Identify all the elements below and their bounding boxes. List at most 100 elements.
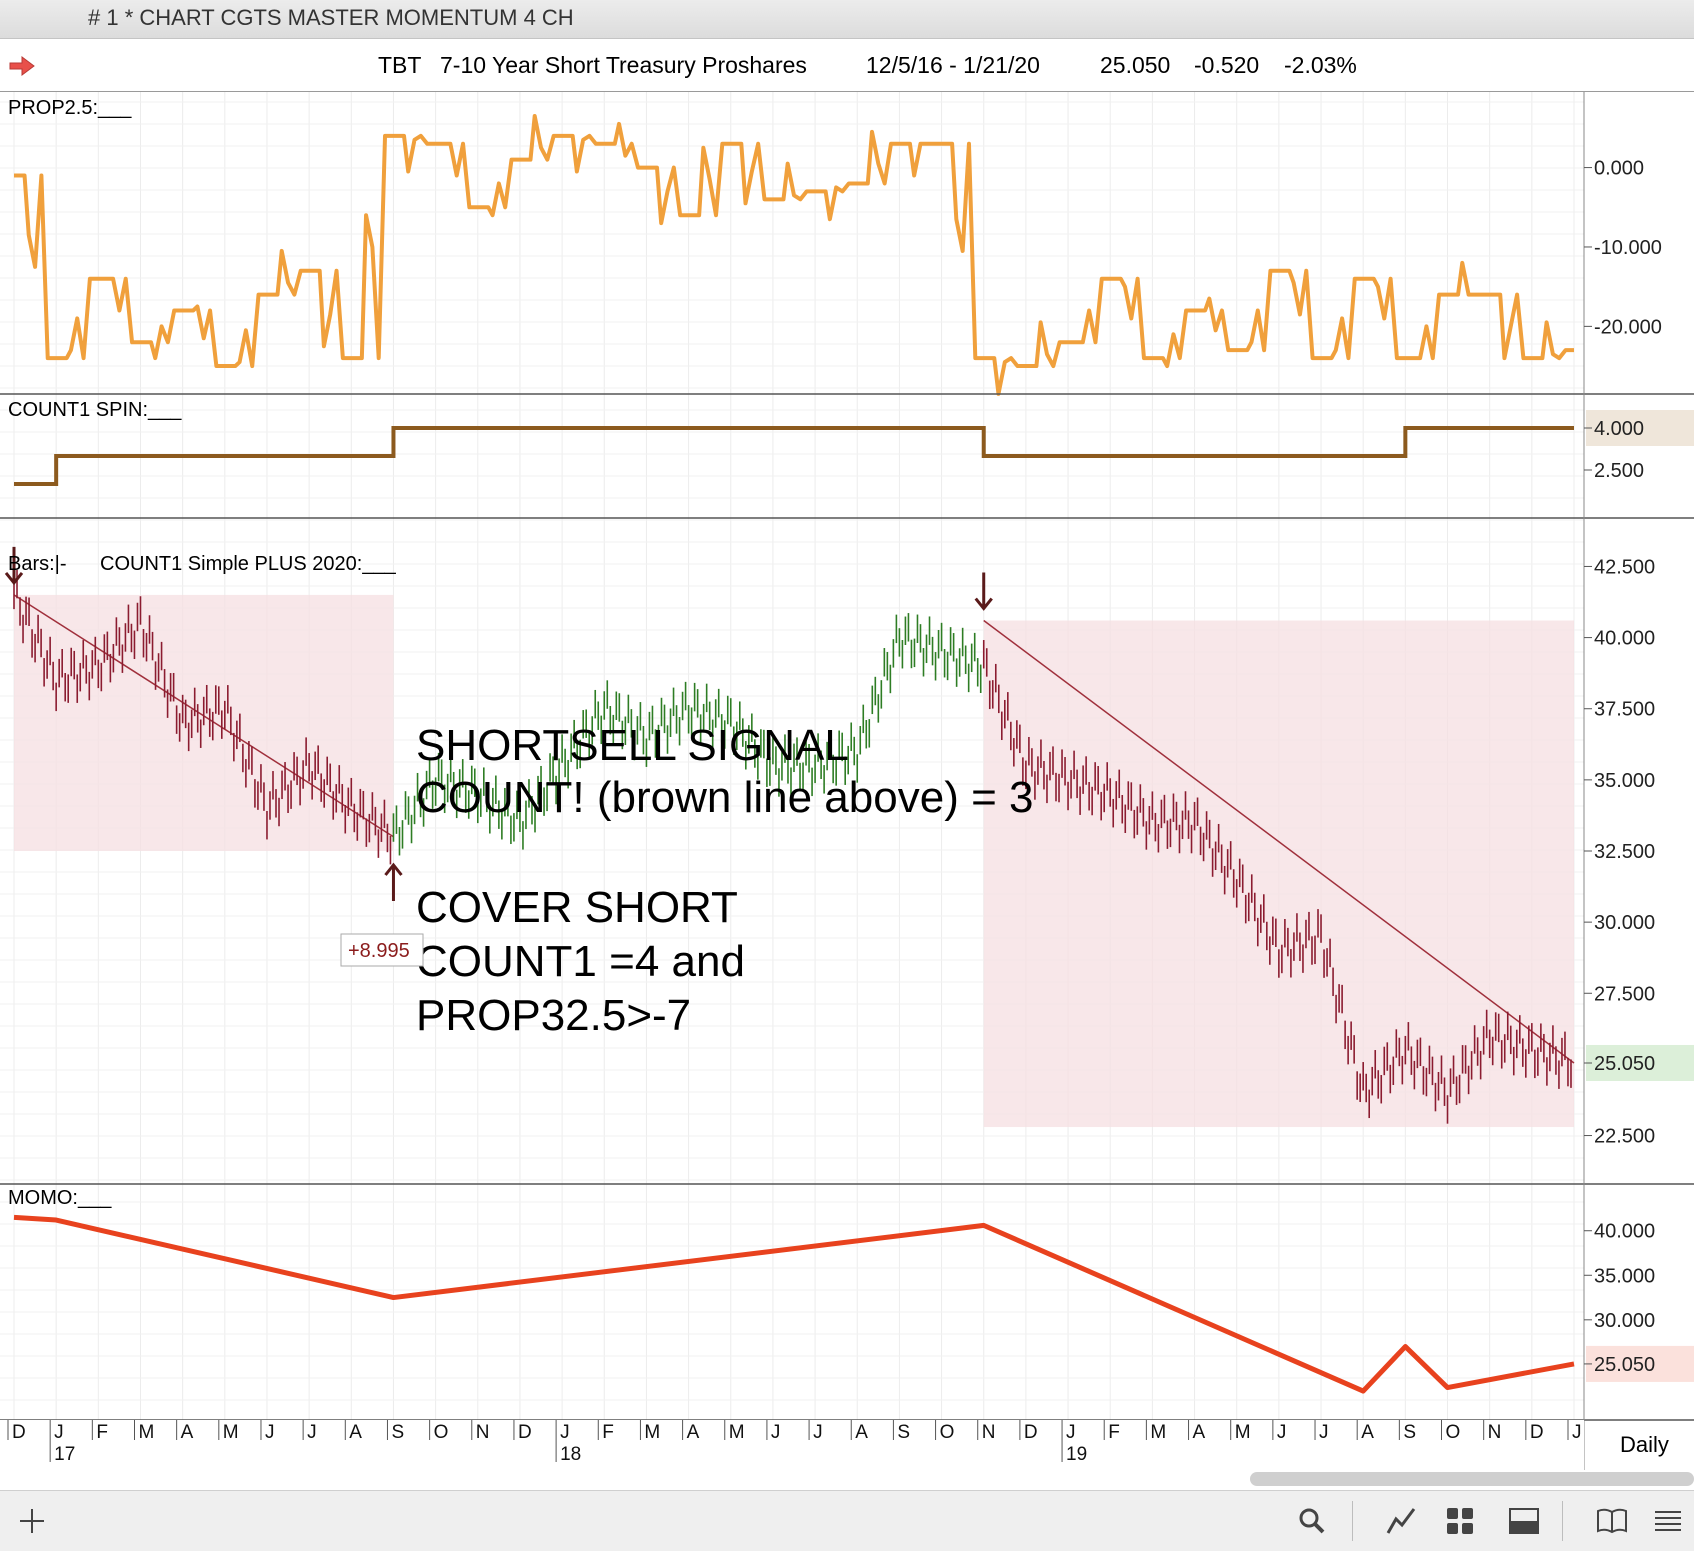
axis-tick-label: 40.000	[1594, 628, 1655, 650]
search-icon[interactable]	[1294, 1503, 1330, 1539]
bars-label: Bars:|-	[8, 553, 67, 575]
axis-tick-label: 35.000	[1594, 770, 1655, 792]
toolbar-separator	[1352, 1501, 1353, 1541]
axis-tick-label: 4.000	[1594, 418, 1644, 440]
x-axis-month-label: A	[1193, 1422, 1206, 1443]
count-panel-label: COUNT1 SPIN:___	[8, 399, 182, 421]
current-value-badge	[1586, 1345, 1694, 1382]
x-axis-month-label: M	[644, 1422, 660, 1443]
axis-tick-label: 42.500	[1594, 556, 1655, 578]
axis-tick-label: 35.000	[1594, 1265, 1655, 1287]
line-chart-icon[interactable]	[1384, 1503, 1420, 1539]
price-change-pct: -2.03%	[1284, 52, 1357, 78]
x-axis-year-label: 19	[1066, 1444, 1087, 1465]
x-axis-month-label: J	[813, 1422, 823, 1443]
x-axis-month-label: J	[1319, 1422, 1329, 1443]
shortsell-annotation-line1: SHORTSELL SIGNAL	[416, 721, 849, 770]
x-axis-month-label: M	[1235, 1422, 1251, 1443]
axis-tick-label: 40.000	[1594, 1221, 1655, 1243]
x-axis-month-label: D	[1530, 1422, 1544, 1443]
prop-series-line	[14, 113, 1574, 396]
axis-tick-label: 37.500	[1594, 699, 1655, 721]
x-axis-month-label: F	[1108, 1422, 1120, 1443]
count-series-line	[14, 426, 1574, 486]
axis-tick-label: 30.000	[1594, 912, 1655, 934]
x-axis-month-label: J	[1066, 1422, 1076, 1443]
x-axis-month-label: D	[1024, 1422, 1038, 1443]
x-axis-month-label: M	[1150, 1422, 1166, 1443]
short-signal-arrow	[4, 546, 24, 586]
symbol: TBT	[378, 52, 422, 78]
x-axis-month-label: S	[897, 1422, 910, 1443]
symbol-info-bar: TBT 7-10 Year Short Treasury Proshares 1…	[0, 39, 1694, 92]
x-axis-month-label: F	[602, 1422, 614, 1443]
x-axis-month-label: J	[560, 1422, 570, 1443]
axis-tick-label: 32.500	[1594, 841, 1655, 863]
bottom-toolbar	[0, 1490, 1694, 1551]
symbol-description: 7-10 Year Short Treasury Proshares	[440, 52, 807, 78]
x-axis-month-label: O	[434, 1422, 449, 1443]
x-axis-month-label: M	[729, 1422, 745, 1443]
x-axis-month-label: A	[855, 1422, 868, 1443]
prop-panel-label: PROP2.5:___	[8, 97, 132, 119]
x-axis-year-label: 17	[54, 1444, 75, 1465]
x-axis-month-label: J	[307, 1422, 317, 1443]
x-axis-month-label: M	[138, 1422, 154, 1443]
axis-tick-label: -10.000	[1594, 237, 1662, 259]
window-title: # 1 * CHART CGTS MASTER MOMENTUM 4 CH	[88, 5, 574, 30]
x-axis-month-label: A	[1361, 1422, 1374, 1443]
current-value-badge	[1586, 410, 1694, 446]
chart-area[interactable]: 0.000 -10.000 -20.000 4.000 2.500 42.500 40.00…	[0, 92, 1694, 1470]
x-axis-month-label: J	[54, 1422, 64, 1443]
x-axis-band	[0, 1420, 1584, 1470]
x-axis-month-label: O	[1446, 1422, 1461, 1443]
axis-tick-label: 2.500	[1594, 460, 1644, 482]
link-arrow-icon[interactable]	[8, 55, 36, 77]
x-axis-month-label: J	[265, 1422, 275, 1443]
date-range: 12/5/16 - 1/21/20	[866, 52, 1040, 78]
add-icon[interactable]	[14, 1503, 50, 1539]
axis-tick-label: 25.050	[1594, 1354, 1655, 1376]
x-axis-month-label: N	[476, 1422, 490, 1443]
axis-tick-label: -20.000	[1594, 316, 1662, 338]
x-axis-month-label: J	[1277, 1422, 1287, 1443]
axis-tick-label: 0.000	[1594, 158, 1644, 180]
x-axis-month-label: M	[223, 1422, 239, 1443]
x-axis-month-label: S	[391, 1422, 404, 1443]
x-axis-month-label: S	[1403, 1422, 1416, 1443]
momo-series-line	[13, 1214, 1575, 1394]
book-icon[interactable]	[1594, 1503, 1630, 1539]
trade-trendline	[983, 619, 1575, 1064]
x-axis-month-label: D	[12, 1422, 26, 1443]
shortsell-annotation-line2: COUNT! (brown line above) = 3	[416, 773, 1033, 822]
x-axis-year-label: 18	[560, 1444, 581, 1465]
trade-result-box	[340, 933, 424, 967]
axis-tick-label: 30.000	[1594, 1310, 1655, 1332]
window-titlebar: # 1 * CHART CGTS MASTER MOMENTUM 4 CH	[0, 0, 1694, 39]
cover-annotation-line1: COVER SHORT	[416, 883, 738, 932]
axis-tick-label: 25.050	[1594, 1053, 1655, 1075]
x-axis-month-label: A	[181, 1422, 194, 1443]
x-axis-month-label: O	[940, 1422, 955, 1443]
x-axis-month-label: J	[771, 1422, 781, 1443]
study-label: COUNT1 Simple PLUS 2020:___	[100, 553, 397, 575]
window-icon[interactable]	[1506, 1503, 1542, 1539]
x-axis-month-label: F	[96, 1422, 108, 1443]
grid-icon[interactable]	[1442, 1503, 1478, 1539]
period-label[interactable]: Daily	[1620, 1432, 1669, 1457]
x-axis-month-label: A	[349, 1422, 362, 1443]
horizontal-scrollbar[interactable]	[1250, 1472, 1694, 1486]
trade-zone	[983, 620, 1574, 1128]
x-axis-month-label: N	[1488, 1422, 1502, 1443]
axis-tick-label: 27.500	[1594, 983, 1655, 1005]
x-axis-month-label: N	[982, 1422, 996, 1443]
x-axis-month-label: D	[518, 1422, 532, 1443]
cover-signal-arrow	[384, 862, 403, 901]
short-signal-arrow	[974, 572, 993, 611]
menu-icon[interactable]	[1650, 1503, 1686, 1539]
cover-annotation-line2: COUNT1 =4 and	[416, 937, 745, 986]
current-value-badge	[1586, 1044, 1694, 1081]
axis-tick-label: 22.500	[1594, 1126, 1655, 1148]
x-axis-month-label: A	[687, 1422, 700, 1443]
last-price: 25.050	[1100, 52, 1171, 78]
